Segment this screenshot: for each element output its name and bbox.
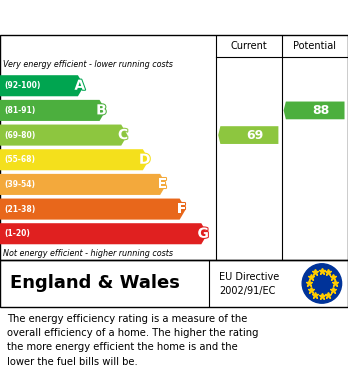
Text: 88: 88	[312, 104, 329, 117]
Text: The energy efficiency rating is a measure of the
overall efficiency of a home. T: The energy efficiency rating is a measur…	[7, 314, 259, 367]
Text: Not energy efficient - higher running costs: Not energy efficient - higher running co…	[3, 249, 174, 258]
Text: C: C	[118, 128, 128, 142]
Text: G: G	[198, 227, 209, 241]
Text: (1-20): (1-20)	[4, 229, 30, 238]
Text: Very energy efficient - lower running costs: Very energy efficient - lower running co…	[3, 61, 173, 70]
Text: F: F	[177, 202, 186, 216]
Text: Energy Efficiency Rating: Energy Efficiency Rating	[60, 9, 288, 27]
Text: A: A	[74, 79, 85, 93]
Text: D: D	[139, 153, 150, 167]
Polygon shape	[0, 125, 127, 145]
Text: Current: Current	[231, 41, 268, 51]
Polygon shape	[0, 100, 106, 121]
Circle shape	[302, 264, 342, 303]
Text: (81-91): (81-91)	[4, 106, 35, 115]
Text: EU Directive: EU Directive	[219, 273, 279, 282]
Text: England & Wales: England & Wales	[10, 274, 180, 292]
Text: B: B	[96, 103, 107, 117]
Text: (55-68): (55-68)	[4, 155, 35, 164]
Text: (21-38): (21-38)	[4, 204, 35, 213]
Polygon shape	[0, 149, 149, 170]
Polygon shape	[0, 223, 207, 244]
Text: 2002/91/EC: 2002/91/EC	[219, 285, 276, 296]
Polygon shape	[0, 174, 166, 195]
Text: Potential: Potential	[293, 41, 337, 51]
Text: E: E	[157, 178, 167, 192]
Text: (92-100): (92-100)	[4, 81, 41, 90]
Text: (39-54): (39-54)	[4, 180, 35, 189]
Text: 69: 69	[246, 129, 263, 142]
Polygon shape	[0, 75, 84, 96]
Polygon shape	[0, 199, 186, 220]
Polygon shape	[218, 126, 278, 144]
Text: (69-80): (69-80)	[4, 131, 35, 140]
Polygon shape	[284, 102, 345, 119]
